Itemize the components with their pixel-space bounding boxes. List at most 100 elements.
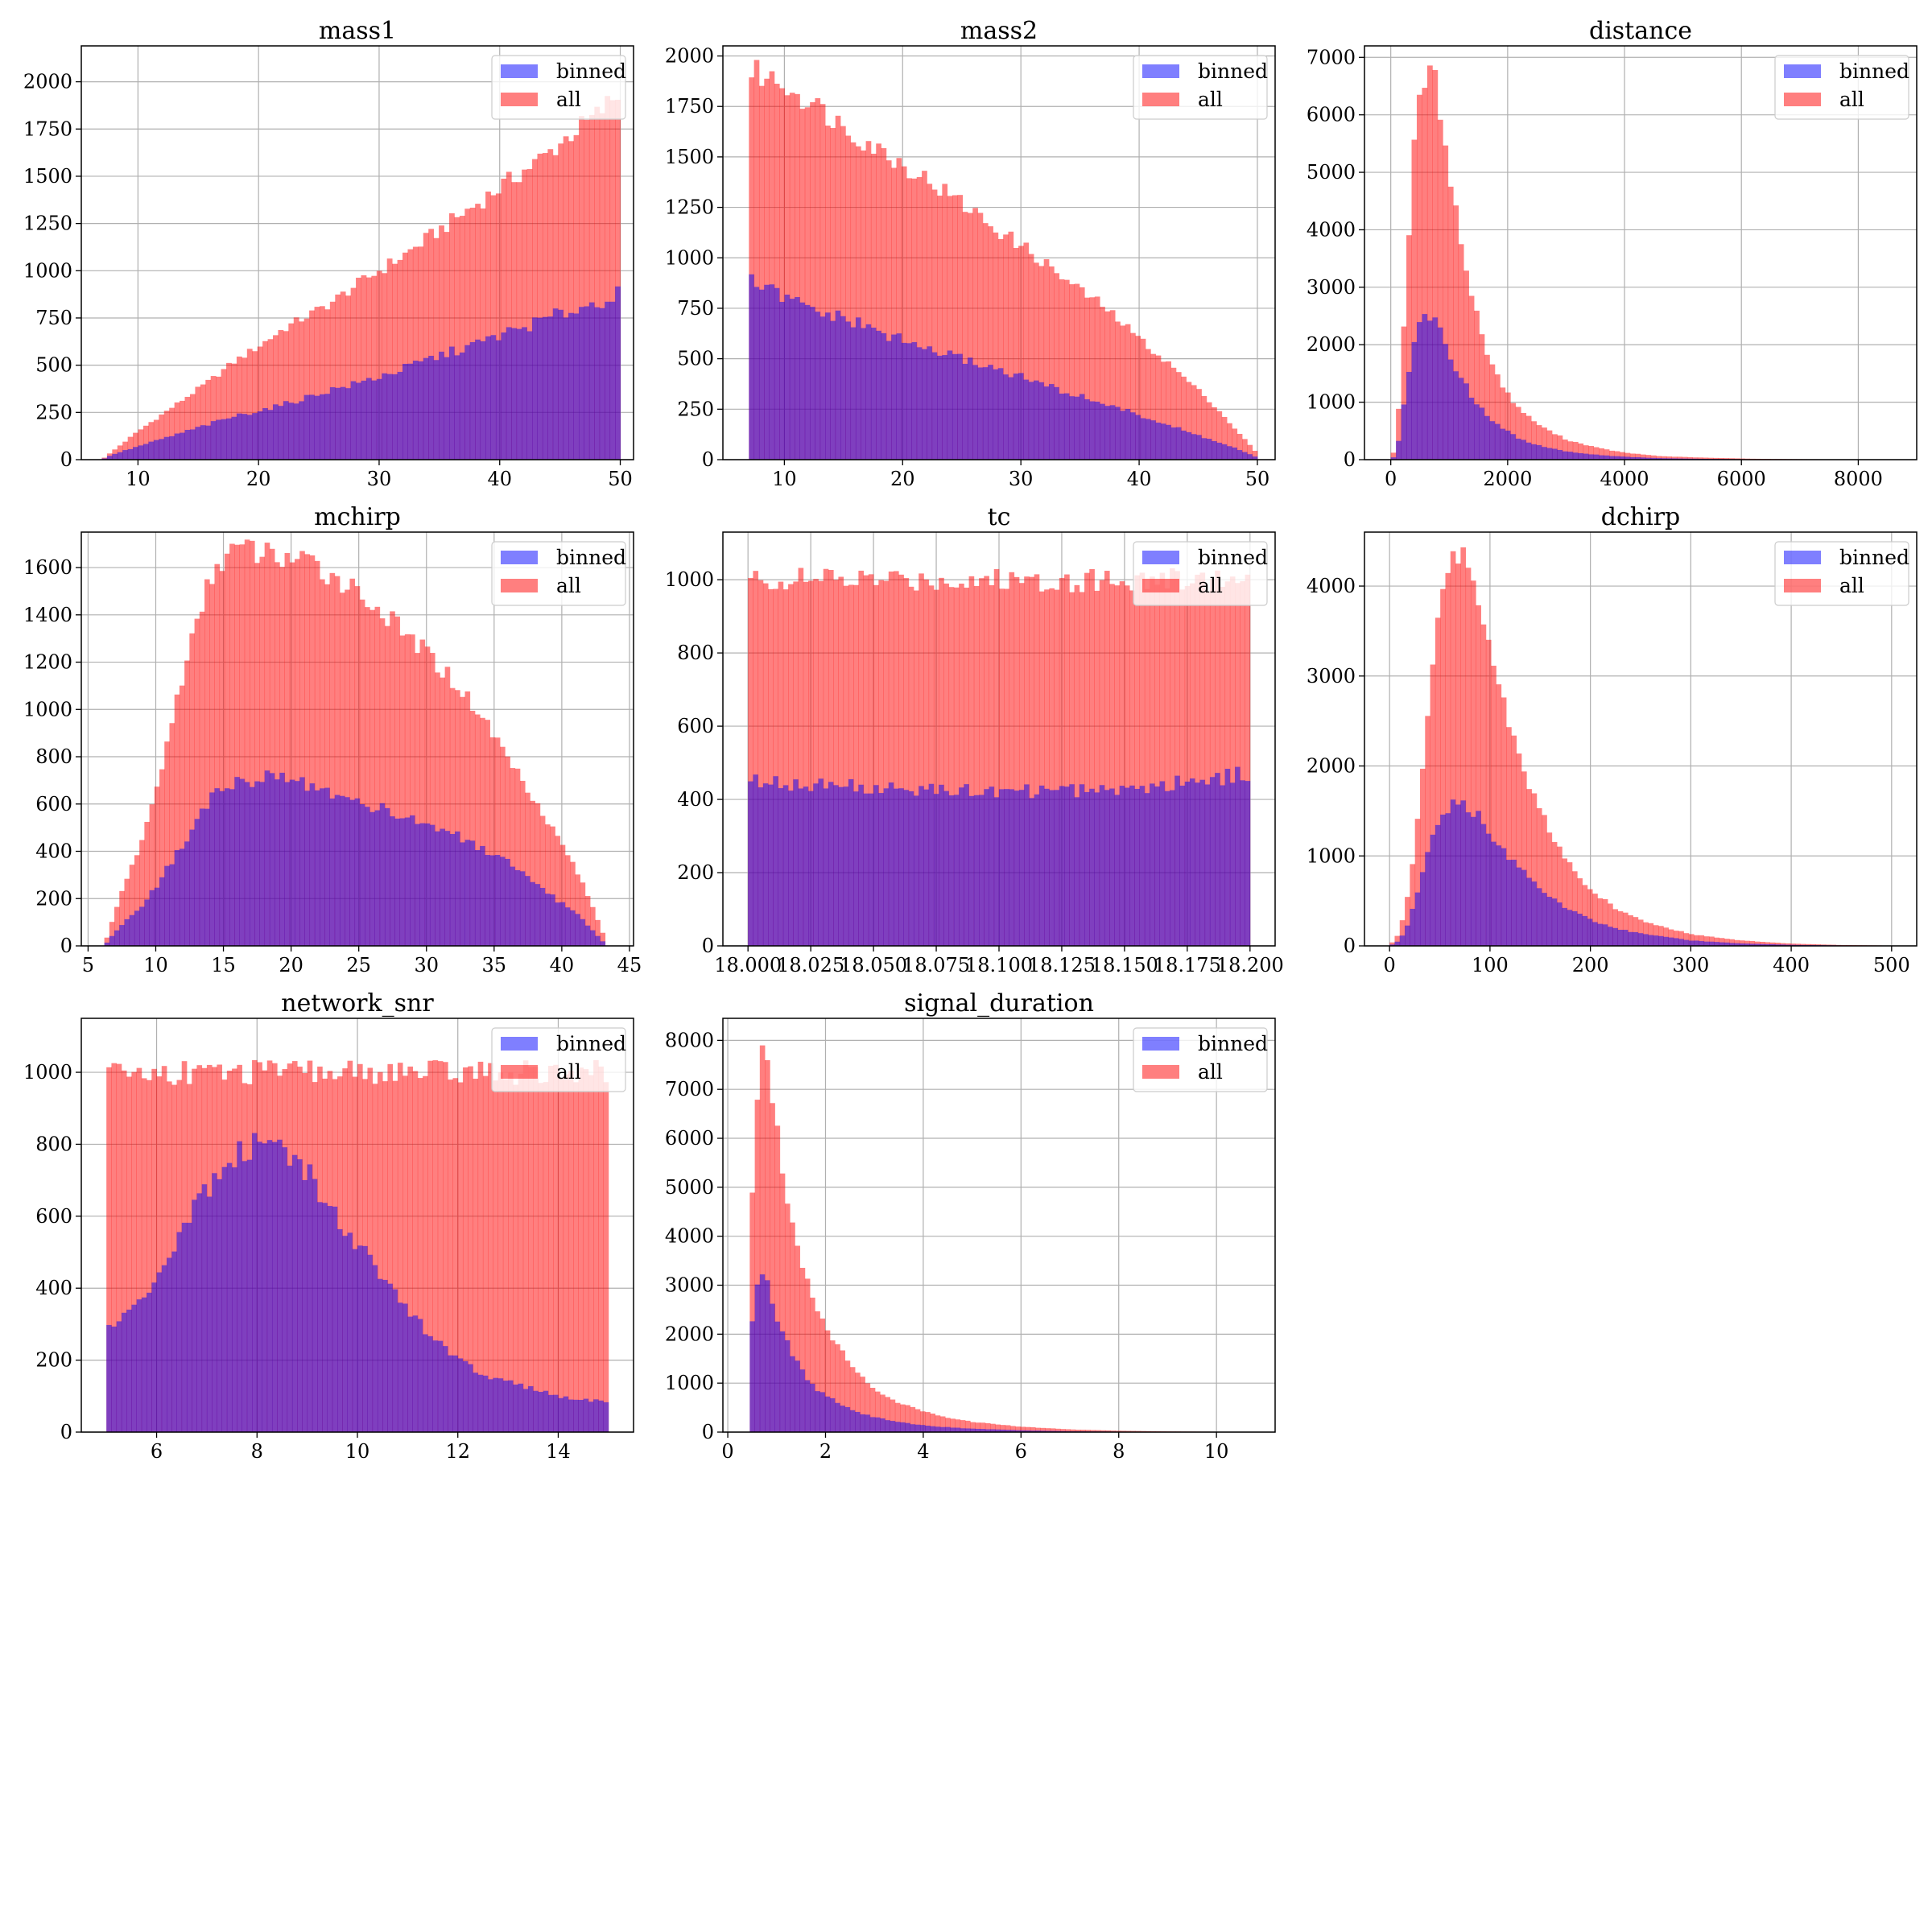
bar-all <box>552 155 559 460</box>
x-tick-label: 6000 <box>1717 468 1766 490</box>
bar-all <box>815 97 821 460</box>
bar-all <box>563 1074 569 1432</box>
bar-binned <box>543 1390 549 1432</box>
bar-binned <box>979 795 985 946</box>
bar-all <box>239 544 246 946</box>
bars <box>749 1045 1252 1432</box>
bar-all <box>914 1409 921 1432</box>
bar-binned <box>972 365 978 460</box>
bar-all <box>824 1330 831 1432</box>
bar-binned <box>415 824 420 946</box>
bar-binned <box>1465 812 1472 946</box>
x-tick-label: 18.150 <box>1091 954 1158 976</box>
bar-all <box>468 1066 473 1432</box>
bar-binned <box>236 413 242 460</box>
bar-binned <box>950 1427 956 1432</box>
bar-all <box>588 1075 594 1432</box>
bar-all <box>1003 234 1009 460</box>
bar-all <box>1074 584 1080 946</box>
bar-all <box>1443 145 1449 460</box>
bar-binned <box>1029 798 1035 946</box>
bar-binned <box>1201 438 1208 460</box>
bar-all <box>748 577 753 946</box>
bar-all <box>374 606 381 946</box>
bar-all <box>1790 943 1796 946</box>
bar-all <box>911 178 918 460</box>
bar-binned <box>1572 452 1579 460</box>
bar-all <box>923 579 930 946</box>
bar-binned <box>432 1340 439 1432</box>
y-tick-label: 6000 <box>665 1127 714 1150</box>
bar-all <box>522 1060 529 1432</box>
bar-binned <box>599 308 605 460</box>
bar-all <box>558 1078 564 1432</box>
bar-binned <box>1485 833 1492 946</box>
bar-binned <box>1426 320 1433 460</box>
bar-binned <box>609 301 616 460</box>
bar-all <box>516 182 522 460</box>
y-tick-label: 4000 <box>1307 218 1356 241</box>
bar-binned <box>1516 867 1522 946</box>
bar-all <box>1491 665 1496 946</box>
bar-binned <box>840 1406 846 1432</box>
bar-all <box>1084 297 1090 460</box>
legend-swatch-all <box>1142 579 1179 592</box>
bar-binned <box>1633 931 1639 946</box>
bar-all <box>1009 1426 1016 1432</box>
bar-binned <box>340 386 346 460</box>
bar-all <box>1114 585 1121 946</box>
bar-all <box>1435 617 1441 946</box>
bar-all <box>415 653 420 946</box>
bar-all <box>878 580 884 946</box>
bar-binned <box>379 803 386 946</box>
bar-all <box>372 1084 378 1432</box>
bar-binned <box>259 782 266 946</box>
bar-all <box>600 932 606 946</box>
bar-binned <box>768 784 774 946</box>
bar-all <box>568 1071 574 1432</box>
subplot-distance: 0 2000 4000 6000 800001000200030004000500060… <box>1307 17 1918 490</box>
bar-all <box>1643 922 1649 946</box>
bar-binned <box>489 855 496 946</box>
bar-binned <box>1199 779 1206 946</box>
bar-all <box>542 153 548 460</box>
bar-binned <box>153 440 159 460</box>
bar-binned <box>124 919 130 946</box>
bar-binned <box>488 1379 493 1432</box>
bar-binned <box>975 1428 981 1432</box>
bar-all <box>829 1340 836 1432</box>
bar-binned <box>968 795 975 946</box>
bar-binned <box>1622 930 1629 946</box>
bar-binned <box>1196 435 1202 460</box>
bar-binned <box>1146 419 1151 460</box>
bar-binned <box>532 317 538 460</box>
bar-binned <box>901 342 907 460</box>
bar-all <box>1624 452 1631 460</box>
bar-all <box>226 362 232 460</box>
bar-all <box>1445 572 1451 946</box>
bar-binned <box>513 1384 518 1432</box>
bar-all <box>1795 943 1801 946</box>
bar-all <box>221 369 227 460</box>
bar-all <box>947 196 953 460</box>
x-tick-label: 2 <box>819 1440 832 1463</box>
bar-binned <box>195 427 201 460</box>
bar-all <box>111 1063 118 1432</box>
bar-binned <box>205 425 212 460</box>
bar-all <box>174 402 180 460</box>
bars <box>106 1059 609 1432</box>
bar-binned <box>349 799 356 946</box>
bar-binned <box>1059 786 1065 946</box>
bar-all <box>242 357 248 460</box>
bar-binned <box>423 357 429 460</box>
bar-binned <box>1453 371 1459 460</box>
bar-binned <box>1209 777 1216 946</box>
bar-binned <box>844 1406 851 1432</box>
bar-all <box>519 780 526 946</box>
bar-all <box>1095 1430 1101 1432</box>
bar-all <box>1013 247 1019 460</box>
bar-binned <box>835 310 841 460</box>
bar-binned <box>1597 923 1604 946</box>
bar-all <box>1034 262 1039 460</box>
bar-all <box>1688 934 1695 946</box>
